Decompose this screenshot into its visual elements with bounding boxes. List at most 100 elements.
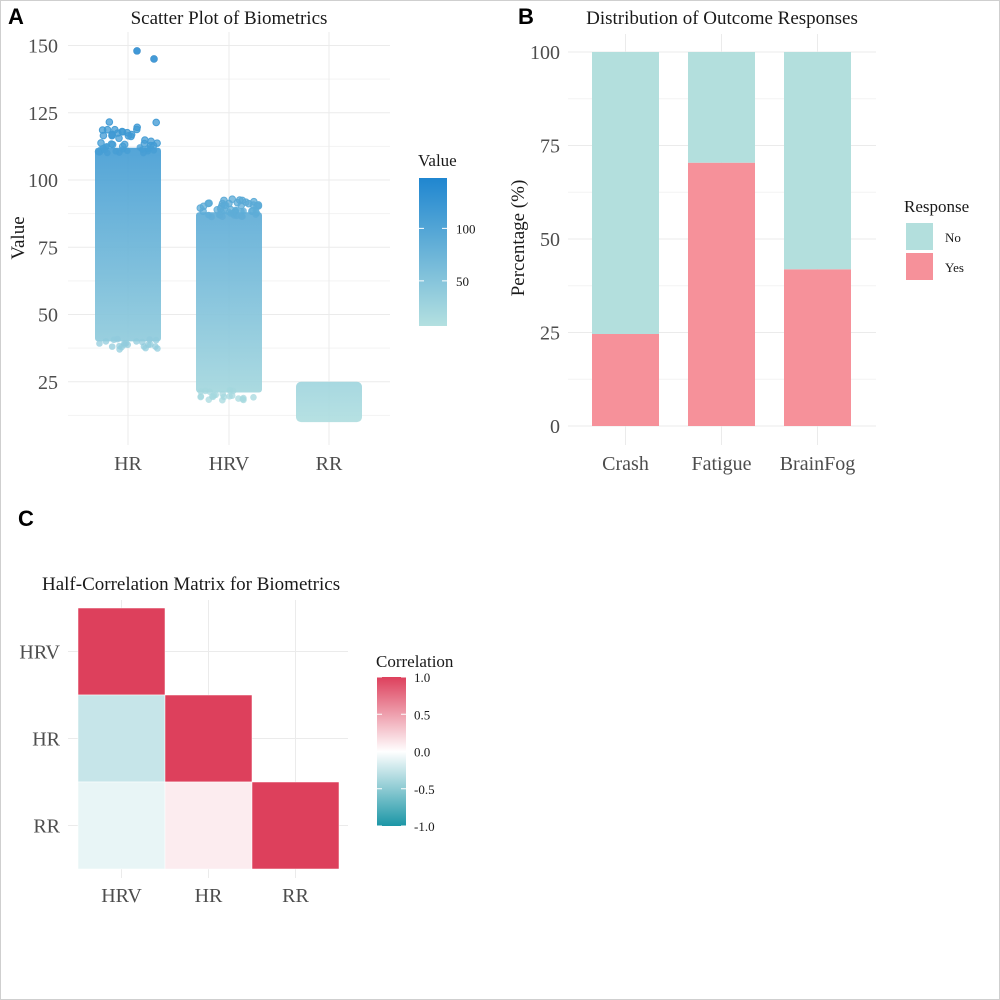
panel-c-heatmap: C Half-Correlation Matrix for Biometrics…: [18, 506, 454, 907]
legend-swatch-yes: [906, 253, 933, 280]
scatter-point: [146, 336, 153, 343]
scatter-point: [127, 132, 135, 141]
colorbar-legend: Value 50 100: [418, 151, 476, 326]
scatter-point: [122, 339, 130, 347]
y-tick-label: HR: [32, 729, 60, 751]
x-tick-label: RR: [316, 453, 343, 475]
y-axis-title: Value: [8, 216, 29, 259]
y-tick-label: 100: [28, 170, 58, 192]
x-tick-label: BrainFog: [780, 453, 856, 475]
scatter-point: [147, 137, 155, 146]
scatter-point: [238, 196, 247, 205]
panel-label-b: B: [518, 4, 534, 29]
x-tick-label: HR: [114, 453, 142, 475]
x-tick-labels: Crash Fatigue BrainFog: [602, 453, 855, 475]
colorbar-tick-label: -0.5: [414, 782, 435, 797]
bar-brainfog-yes: [784, 269, 851, 426]
scatter-point: [240, 207, 247, 215]
y-axis-title: Percentage (%): [508, 180, 529, 297]
y-tick-label: 75: [540, 136, 560, 158]
scatter-point: [147, 341, 154, 348]
chart-title: Distribution of Outcome Responses: [586, 8, 858, 29]
panel-label-a: A: [8, 4, 24, 29]
scatter-point: [103, 125, 112, 134]
heatmap-cell-rr-rr: [251, 781, 340, 870]
scatter-point: [108, 343, 116, 350]
scatter-point: [228, 195, 237, 203]
colorbar-tick-label: 50: [456, 274, 469, 289]
scatter-point: [227, 210, 234, 217]
x-tick-label: Fatigue: [692, 453, 752, 475]
y-tick-label: 0: [550, 416, 560, 438]
scatter-point: [139, 146, 146, 153]
bar-crash-no: [592, 52, 659, 334]
y-tick-label: 25: [540, 323, 560, 345]
colorbar-tick-label: 0.5: [414, 707, 430, 722]
y-tick-label: 100: [530, 42, 560, 64]
bar-fatigue-yes: [688, 162, 755, 427]
y-tick-label: 150: [28, 36, 58, 58]
legend-swatch-no: [906, 223, 933, 250]
scatter-point: [101, 146, 108, 154]
legend-title: Response: [904, 197, 969, 216]
bars: [592, 52, 851, 427]
scatter-point: [154, 345, 161, 352]
scatter-point: [133, 125, 141, 134]
x-tick-label: HRV: [101, 885, 142, 907]
scatter-point: [152, 336, 160, 344]
scatter-points: [94, 47, 362, 423]
y-tick-labels: 0 25 50 75 100: [530, 42, 560, 438]
legend: Response No Yes: [904, 197, 969, 280]
scatter-point: [239, 395, 247, 403]
scatter-point-cloud-hr: [95, 147, 161, 342]
y-tick-label: 125: [28, 103, 58, 125]
scatter-point: [150, 147, 158, 154]
scatter-point: [99, 131, 108, 140]
scatter-point: [112, 147, 120, 155]
y-tick-label: 25: [38, 372, 58, 394]
scatter-point: [253, 209, 261, 217]
scatter-point: [138, 338, 146, 346]
scatter-point: [133, 338, 140, 345]
scatter-point: [102, 338, 110, 345]
bar-crash-yes: [592, 333, 659, 426]
scatter-point: [105, 118, 114, 126]
x-tick-labels: HR HRV RR: [114, 453, 343, 475]
scatter-point: [142, 344, 149, 352]
bar-fatigue-no: [688, 52, 755, 163]
scatter-point: [116, 346, 123, 353]
scatter-point-outlier: [133, 47, 141, 55]
scatter-point: [197, 388, 205, 395]
legend-title: Correlation: [376, 652, 454, 671]
y-tick-labels: HRV HR RR: [19, 642, 60, 838]
scatter-point: [220, 393, 228, 401]
y-tick-labels: 25 50 75 100 125 150: [28, 36, 58, 394]
scatter-point-outlier: [150, 55, 158, 63]
scatter-point: [196, 204, 205, 212]
x-tick-label: Crash: [602, 453, 649, 475]
scatter-point-cloud-rr: [296, 381, 362, 423]
colorbar-tick-label: 100: [456, 221, 476, 236]
chart-title: Scatter Plot of Biometrics: [131, 8, 328, 29]
scatter-point: [96, 340, 103, 347]
scatter-point-cloud-hrv: [196, 212, 262, 393]
legend-title: Value: [418, 151, 457, 170]
heatmap-cell-hrv-hrv: [77, 607, 166, 696]
y-tick-label: 75: [38, 237, 58, 259]
scatter-point: [219, 213, 226, 220]
heatmap-cell-hr-hr: [164, 694, 253, 783]
x-tick-label: HR: [195, 885, 223, 907]
panel-label-c: C: [18, 506, 34, 531]
heatmap-cell-hrv-hr: [77, 694, 166, 783]
scatter-point: [115, 134, 123, 143]
panel-b-stacked-bar: B Distribution of Outcome Responses 0 25 5…: [508, 4, 969, 475]
scatter-point: [119, 145, 127, 153]
scatter-point: [209, 393, 217, 401]
colorbar-ticks: 50 100: [419, 221, 476, 289]
scatter-point: [205, 199, 213, 207]
scatter-point: [110, 336, 118, 344]
scatter-point: [108, 131, 116, 139]
bar-brainfog-no: [784, 52, 851, 270]
y-tick-label: 50: [540, 229, 560, 251]
scatter-point: [144, 145, 152, 153]
